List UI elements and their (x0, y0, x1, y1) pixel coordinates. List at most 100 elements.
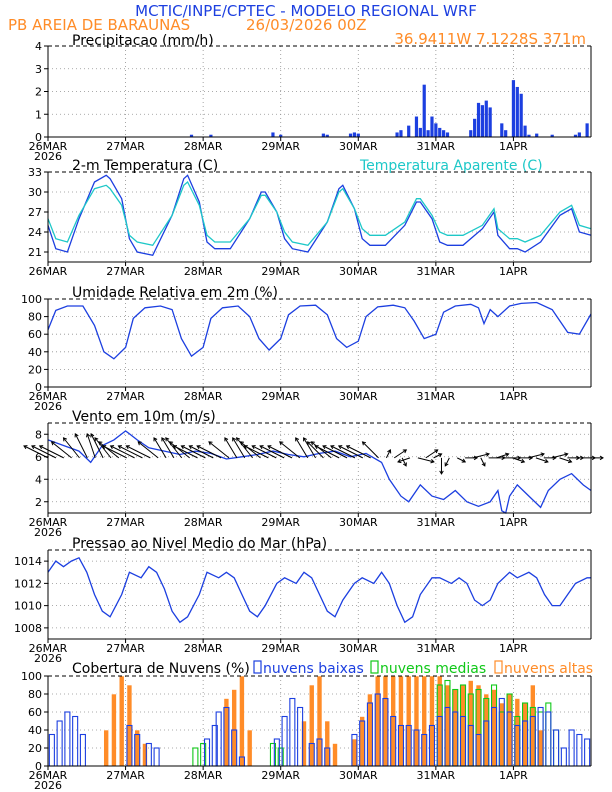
cloud-bar-nuvens-altas (522, 702, 528, 767)
wind-arrowhead (314, 445, 319, 450)
wind-arrow (74, 433, 88, 459)
y-tick-label: 3 (35, 63, 42, 76)
precip-bar (209, 134, 213, 137)
wind-arrow (401, 457, 407, 467)
precip-bar (422, 84, 426, 137)
y-tick-label: 4 (35, 40, 42, 53)
wind-arrow (433, 453, 442, 459)
cloud-bar-nuvens-altas (491, 689, 497, 767)
wind-arrow (303, 437, 316, 459)
x-tick-label: 26MAR (29, 390, 68, 403)
wind-arrowhead (109, 445, 115, 450)
cloud-bar-nuvens-altas (483, 693, 490, 767)
precip-bar (399, 130, 403, 137)
wind-arrowhead (31, 445, 36, 450)
wind-panel-title: Vento em 10m (m/s) (72, 409, 216, 425)
pressure-panel-title: Pressao ao Nivel Medio do Mar (hPa) (72, 536, 327, 552)
wind-arrow (94, 437, 112, 459)
wind-arrowhead (279, 441, 284, 446)
wind-arrow (385, 449, 391, 459)
panel-0: 0 1 2 3 4 26MAR 27MAR 28MAR 29MAR 30MAR 31MAR 1APR 2… (29, 40, 592, 163)
wind-arrowhead (310, 441, 315, 446)
x-tick-label: 30MAR (339, 769, 378, 782)
cloud-bar-nuvens-altas (223, 698, 230, 767)
precip-bar (511, 80, 516, 137)
wind-arrow (456, 457, 466, 463)
wind-arrow (232, 437, 246, 459)
wind-arrow (496, 453, 509, 459)
precip-bar (573, 134, 578, 137)
cloud-bar-nuvens-altas (467, 680, 474, 767)
x-tick-label: 30MAR (339, 390, 378, 403)
wind-arrow (126, 445, 151, 459)
humidity-panel-title: Umidade Relativa em 2m (%) (72, 285, 278, 301)
cloud-bar-nuvens-altas (308, 684, 315, 767)
wind-arrow (86, 433, 96, 459)
cloud-bar-nuvens-altas (231, 689, 237, 767)
cloud-bar-nuvens-altas (444, 684, 451, 767)
wind-arrowhead (153, 437, 158, 442)
wind-arrowhead (387, 449, 392, 454)
precip-bar (279, 134, 283, 137)
wind-arrow (169, 441, 190, 459)
precip-bar (469, 130, 473, 137)
x-tick-label: 27MAR (106, 265, 145, 278)
wind-arrow (295, 437, 309, 459)
series-line (47, 556, 591, 624)
precip-bar (325, 134, 329, 137)
wind-arrowhead (485, 452, 490, 457)
wind-arrow (425, 449, 439, 459)
x-tick-label: 1APR (499, 769, 528, 782)
cloud-bar-nuvens-altas (390, 675, 396, 767)
wind-arrow (322, 445, 348, 459)
x-tick-label: 28MAR (184, 390, 223, 403)
x-tick-label: 1APR (499, 140, 528, 153)
wind-arrowhead (337, 445, 343, 450)
precip-panel-title: Precipitacao (mm/h) (72, 33, 214, 49)
wind-arrowhead (165, 437, 170, 442)
precip-bar (484, 100, 488, 137)
wind-arrow (196, 445, 222, 459)
x-tick-label: 31MAR (417, 390, 456, 403)
x-tick-label: 30MAR (339, 140, 378, 153)
wind-arrow (559, 457, 572, 463)
wind-arrowhead (259, 445, 264, 450)
wind-arrowhead (188, 445, 193, 450)
y-tick-label: 6 (35, 451, 42, 464)
x-tick-label: 26MAR (29, 642, 68, 655)
x-tick-label: 26MAR (29, 265, 68, 278)
x-tick-label: 28MAR (184, 642, 223, 655)
precip-bar (352, 132, 357, 137)
y-tick-label: 1014 (14, 555, 42, 568)
wind-arrow (236, 437, 253, 459)
y-tick-label: 1010 (14, 600, 42, 613)
cloud-bar-nuvens-altas (367, 693, 373, 767)
wind-arrow (63, 437, 80, 459)
wind-arrowhead (303, 437, 307, 442)
low-cloud-legend-swatch (253, 660, 262, 674)
cloud-bar-nuvens-altas (405, 675, 412, 767)
wind-arrowhead (552, 455, 557, 461)
precip-bar (519, 93, 523, 137)
wind-arrow (397, 457, 411, 463)
wind-arrowhead (434, 449, 439, 454)
precip-bar (271, 132, 275, 137)
precip-bar (473, 118, 477, 137)
wind-arrow (346, 445, 371, 459)
cloud-bar-nuvens-baixas (153, 747, 160, 767)
x-tick-label: 28MAR (184, 265, 223, 278)
precip-bar (426, 130, 430, 137)
y-tick-label: 0 (35, 760, 42, 773)
x-tick-label: 26MAR (29, 769, 68, 782)
cloud-bar-nuvens-altas (514, 698, 521, 767)
location-label: PB AREIA DE BARAUNAS (8, 16, 190, 34)
x-tick-label: 29MAR (261, 516, 300, 529)
wind-arrow (480, 457, 486, 467)
wind-arrowhead (430, 459, 435, 464)
wind-arrow (527, 453, 545, 459)
wind-arrowhead (444, 462, 449, 467)
wind-arrowhead (544, 458, 549, 464)
wind-arrowhead (361, 441, 367, 446)
precip-bar (445, 132, 450, 137)
cloud-bar-nuvens-altas (246, 729, 253, 767)
